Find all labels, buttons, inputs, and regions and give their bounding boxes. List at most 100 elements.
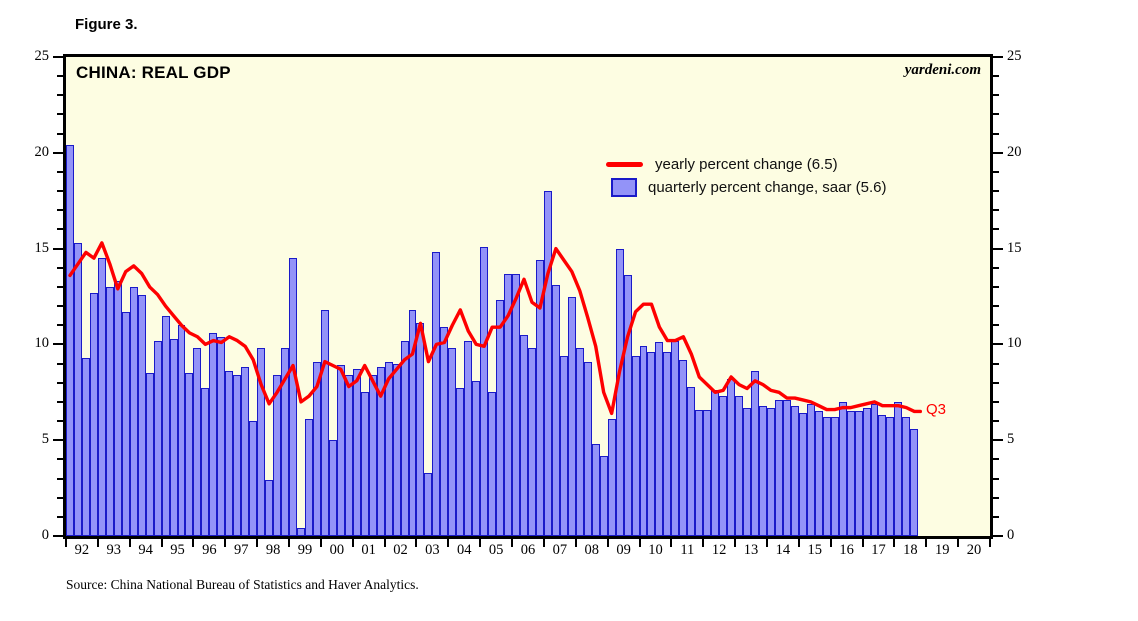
quarterly-bar: [273, 375, 282, 536]
quarterly-bar: [257, 348, 266, 536]
y-axis-tick: [993, 247, 1003, 250]
x-axis-tick: [128, 539, 131, 547]
y-axis-tick: [993, 75, 999, 78]
y-axis-tick: [57, 362, 63, 365]
legend-bar-label: quarterly percent change, saar (5.6): [648, 179, 887, 196]
y-axis-tick: [993, 132, 999, 135]
plot-area: CHINA: REAL GDP yardeni.com yearly perce…: [63, 54, 993, 539]
quarterly-bar: [735, 396, 744, 536]
x-axis-tick: [925, 539, 928, 547]
quarterly-bar: [591, 444, 600, 536]
quarterly-bar: [161, 315, 170, 536]
quarterly-bar: [66, 145, 74, 536]
y-axis-tick: [57, 324, 63, 327]
x-axis-year-label: 92: [74, 542, 90, 558]
x-axis-year-label: 17: [871, 542, 886, 558]
x-axis-year-label: 97: [233, 542, 249, 558]
legend-line-swatch: [606, 162, 643, 167]
x-axis-tick: [479, 539, 482, 547]
quarterly-bar: [472, 380, 481, 536]
quarterly-bar: [265, 480, 274, 536]
quarterly-bar: [759, 405, 767, 536]
y-axis-tick: [57, 515, 63, 518]
y-axis-tick: [57, 420, 63, 423]
y-axis-tick: [53, 56, 63, 58]
x-axis-tick: [415, 539, 418, 547]
quarterly-bar: [528, 348, 536, 536]
x-axis-year-label: 96: [202, 542, 217, 558]
y-axis-tick: [993, 420, 999, 423]
quarterly-bar: [408, 309, 417, 536]
x-axis-tick: [351, 539, 354, 547]
x-axis-tick: [447, 539, 450, 547]
y-axis-label: 0: [41, 527, 49, 543]
y-axis-tick: [57, 209, 63, 212]
quarterly-bar: [512, 273, 521, 536]
quarterly-bar: [663, 352, 672, 536]
latest-quarter-label: Q3: [926, 401, 947, 418]
quarterly-bar: [328, 440, 337, 536]
x-axis-year-label: 11: [680, 542, 695, 558]
quarterly-bar: [368, 375, 377, 536]
y-axis-tick: [53, 343, 63, 346]
y-axis-tick: [57, 228, 63, 231]
x-axis-year-label: 20: [966, 542, 982, 558]
quarterly-bar: [631, 355, 640, 536]
quarterly-bar: [89, 292, 98, 536]
quarterly-bar: [838, 401, 847, 536]
quarterly-bar: [655, 342, 664, 536]
y-axis-tick: [57, 458, 63, 461]
quarterly-bar: [424, 472, 433, 536]
quarterly-bar: [201, 388, 210, 536]
quarterly-bar: [105, 286, 114, 536]
quarterly-bar: [488, 392, 497, 536]
x-axis-year-label: 06: [520, 542, 536, 558]
x-axis-tick: [797, 539, 800, 547]
quarterly-bar: [647, 352, 656, 536]
quarterly-bar: [766, 407, 775, 536]
y-axis-tick: [57, 477, 63, 480]
x-axis-year-label: 15: [807, 542, 822, 558]
quarterly-bar: [520, 334, 528, 536]
y-axis-tick: [53, 439, 63, 442]
y-axis-tick: [57, 305, 63, 308]
y-axis-tick: [993, 209, 999, 212]
x-axis-year-label: 18: [903, 542, 918, 558]
quarterly-bar: [153, 340, 162, 536]
legend-bar-swatch: [611, 178, 637, 197]
y-axis-tick: [993, 381, 999, 384]
y-axis-tick: [993, 305, 999, 308]
quarterly-bar: [599, 455, 608, 536]
quarterly-bar: [193, 348, 202, 536]
y-axis-label: 0: [1007, 527, 1015, 543]
x-axis-year-label: 05: [488, 542, 504, 558]
x-axis-year-label: 04: [457, 542, 472, 558]
legend-item-yearly: yearly percent change (6.5): [606, 153, 886, 176]
quarterly-bar: [822, 417, 831, 536]
x-axis-year-label: 02: [393, 542, 408, 558]
quarterly-bar: [551, 285, 560, 536]
y-axis-label: 20: [34, 143, 50, 160]
quarterly-bar: [870, 403, 879, 536]
y-axis-tick: [57, 381, 63, 384]
quarterly-bar: [567, 296, 576, 536]
quarterly-bar: [862, 407, 871, 536]
y-axis-tick: [993, 170, 999, 173]
y-axis-tick: [53, 535, 63, 537]
quarterly-bar: [73, 242, 82, 536]
quarterly-bar: [743, 407, 752, 536]
y-axis-tick: [993, 113, 999, 116]
y-axis-tick: [993, 343, 1003, 346]
x-axis-tick: [702, 539, 705, 547]
quarterly-bar: [886, 417, 895, 536]
y-axis-tick: [57, 170, 63, 173]
quarterly-bar: [798, 413, 807, 536]
x-axis-year-label: 07: [552, 542, 568, 558]
y-axis-tick: [993, 458, 999, 461]
quarterly-bar: [575, 348, 584, 536]
x-axis-tick: [829, 539, 832, 547]
quarterly-bar: [400, 340, 409, 536]
x-axis-tick: [734, 539, 737, 547]
quarterly-bar: [376, 367, 385, 536]
quarterly-bar: [312, 361, 321, 536]
